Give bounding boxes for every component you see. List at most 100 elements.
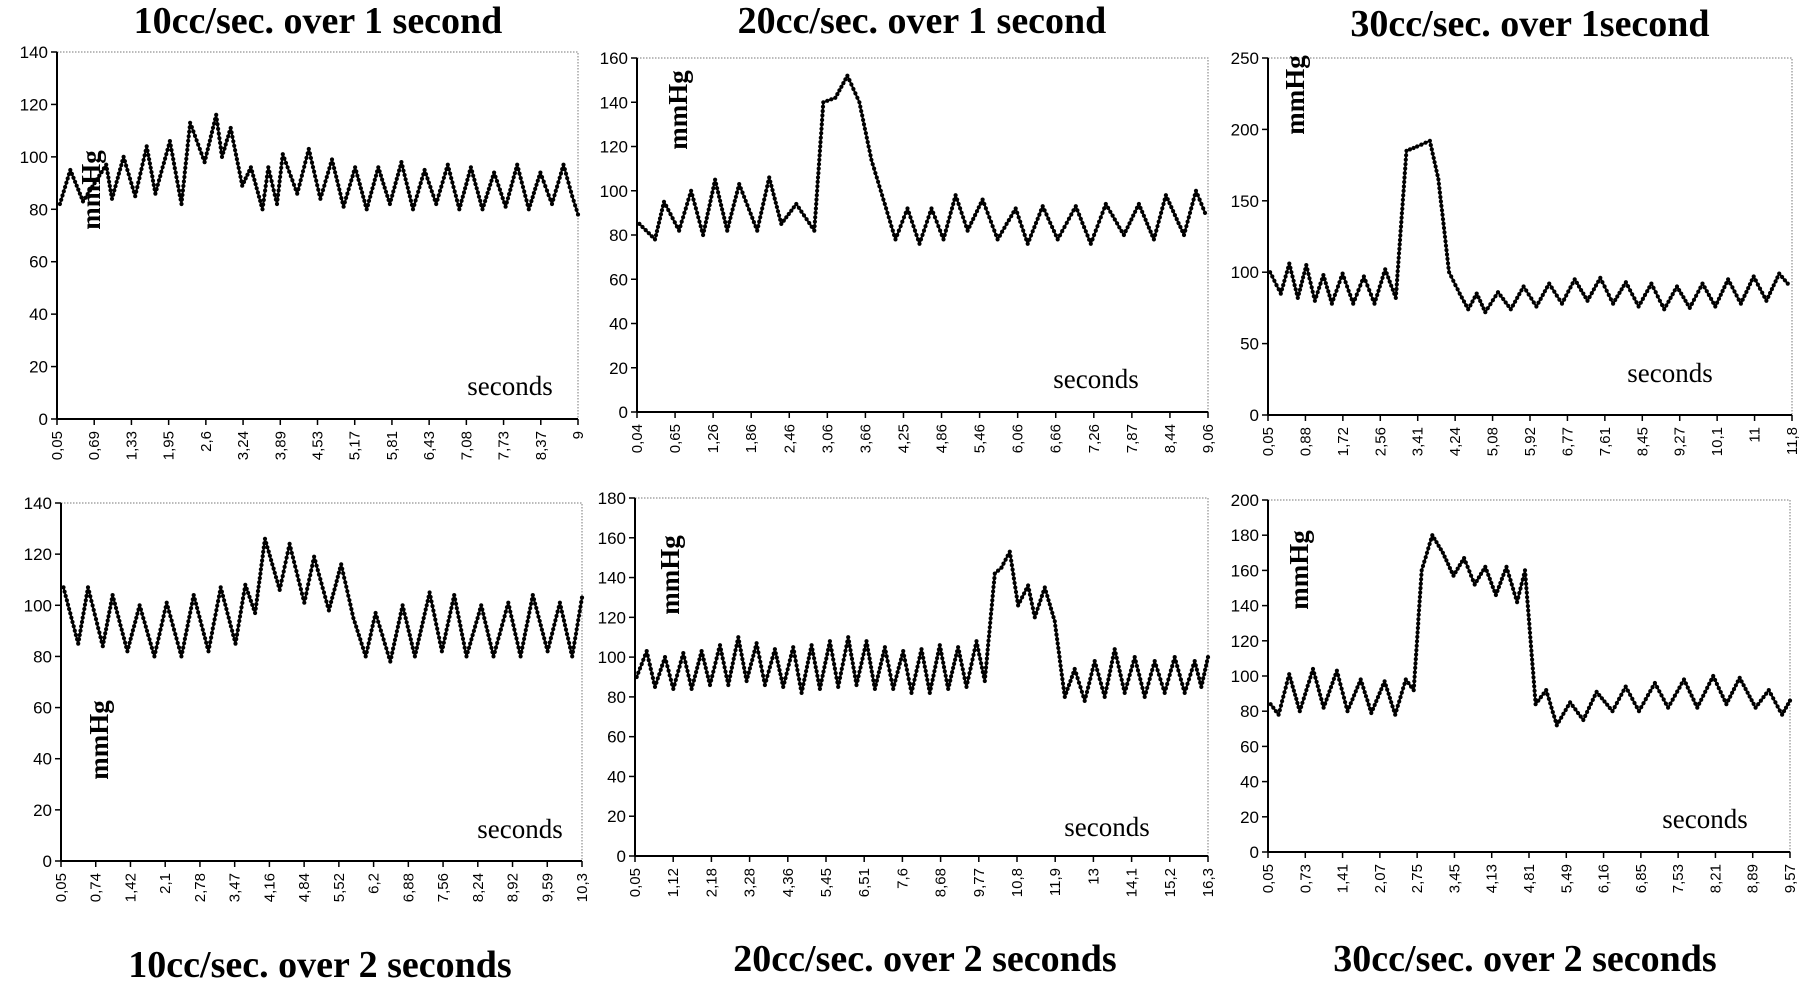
- data-point: [644, 649, 649, 654]
- data-point: [172, 166, 177, 171]
- data-point: [1302, 271, 1307, 276]
- data-point: [1542, 289, 1547, 294]
- data-point: [823, 660, 828, 666]
- data-point: [1396, 251, 1402, 256]
- data-point: [158, 174, 163, 179]
- data-point: [574, 627, 579, 632]
- data-point: [820, 673, 825, 679]
- data-point: [786, 662, 791, 667]
- data-point: [1597, 693, 1602, 698]
- x-tick-label: 8,45: [1634, 427, 1651, 456]
- data-point: [366, 198, 372, 203]
- data-point: [837, 88, 842, 93]
- data-point: [979, 665, 985, 670]
- data-point: [1773, 279, 1778, 284]
- data-point: [551, 197, 556, 202]
- data-point: [523, 628, 528, 633]
- data-point: [1579, 288, 1584, 293]
- data-point: [760, 668, 765, 674]
- data-point: [313, 174, 318, 179]
- data-point: [745, 674, 750, 679]
- data-point: [1019, 224, 1024, 229]
- data-point: [729, 211, 734, 216]
- data-point: [902, 653, 907, 658]
- y-tick-label: 140: [24, 494, 52, 513]
- data-point: [1396, 264, 1401, 269]
- data-point: [1436, 177, 1441, 182]
- data-point: [1397, 699, 1402, 704]
- data-point: [702, 661, 707, 666]
- y-tick-label: 80: [33, 647, 52, 666]
- data-point: [987, 215, 992, 220]
- data-point: [766, 669, 771, 674]
- data-point: [223, 602, 228, 607]
- data-point: [1419, 572, 1424, 577]
- data-point: [419, 624, 424, 629]
- data-point: [442, 636, 447, 641]
- data-point: [575, 622, 580, 627]
- data-point: [1077, 212, 1082, 217]
- data-point: [1340, 271, 1345, 276]
- data-point: [1416, 621, 1421, 626]
- data-point: [930, 677, 935, 683]
- data-point: [1549, 285, 1554, 290]
- data-point: [1159, 210, 1164, 215]
- data-point: [996, 568, 1001, 573]
- data-point: [1001, 561, 1006, 566]
- data-point: [159, 623, 164, 628]
- data-point: [1332, 292, 1337, 298]
- data-point: [238, 609, 243, 615]
- data-point: [548, 636, 554, 641]
- data-point: [1647, 285, 1652, 290]
- data-point: [1201, 676, 1206, 681]
- data-point: [708, 198, 713, 204]
- data-point: [1143, 217, 1148, 222]
- data-point: [1297, 287, 1303, 292]
- data-point: [189, 606, 194, 611]
- data-point: [559, 609, 565, 614]
- data-point: [112, 188, 117, 193]
- data-point: [1406, 680, 1411, 686]
- data-point: [687, 677, 692, 683]
- data-point: [1575, 710, 1581, 716]
- data-point: [739, 652, 744, 657]
- data-point: [813, 210, 818, 215]
- data-point: [161, 160, 166, 166]
- data-point: [982, 201, 987, 207]
- data-point: [257, 580, 262, 585]
- data-point: [555, 609, 560, 614]
- data-point: [834, 675, 839, 680]
- data-point: [1065, 686, 1070, 692]
- data-point: [1420, 563, 1426, 569]
- data-point: [1699, 697, 1704, 702]
- data-point: [707, 203, 712, 208]
- data-point: [322, 183, 327, 188]
- data-point: [516, 645, 521, 650]
- data-point: [1685, 685, 1690, 690]
- data-point: [296, 187, 301, 192]
- data-point: [1274, 283, 1279, 288]
- data-point: [512, 171, 518, 176]
- data-point: [921, 228, 927, 233]
- data-point: [1301, 696, 1306, 701]
- data-point: [160, 618, 165, 623]
- data-point: [206, 142, 211, 147]
- data-point: [841, 657, 846, 662]
- y-tick-label: 120: [20, 95, 48, 114]
- data-point: [127, 176, 133, 181]
- data-point: [637, 221, 642, 226]
- data-point: [1437, 190, 1442, 195]
- data-point: [699, 649, 704, 654]
- data-point: [1444, 558, 1449, 563]
- data-point: [578, 604, 583, 609]
- chart-1: 10cc/sec. over 1 second02040608010012014…: [20, 0, 587, 460]
- data-point: [135, 611, 140, 616]
- data-point: [380, 632, 385, 638]
- data-point: [1015, 210, 1020, 215]
- data-point: [1730, 690, 1735, 695]
- data-point: [1350, 697, 1355, 702]
- y-tick-label: 180: [598, 489, 626, 508]
- data-point: [1511, 586, 1516, 592]
- data-point: [1451, 278, 1456, 283]
- data-point: [1418, 586, 1423, 591]
